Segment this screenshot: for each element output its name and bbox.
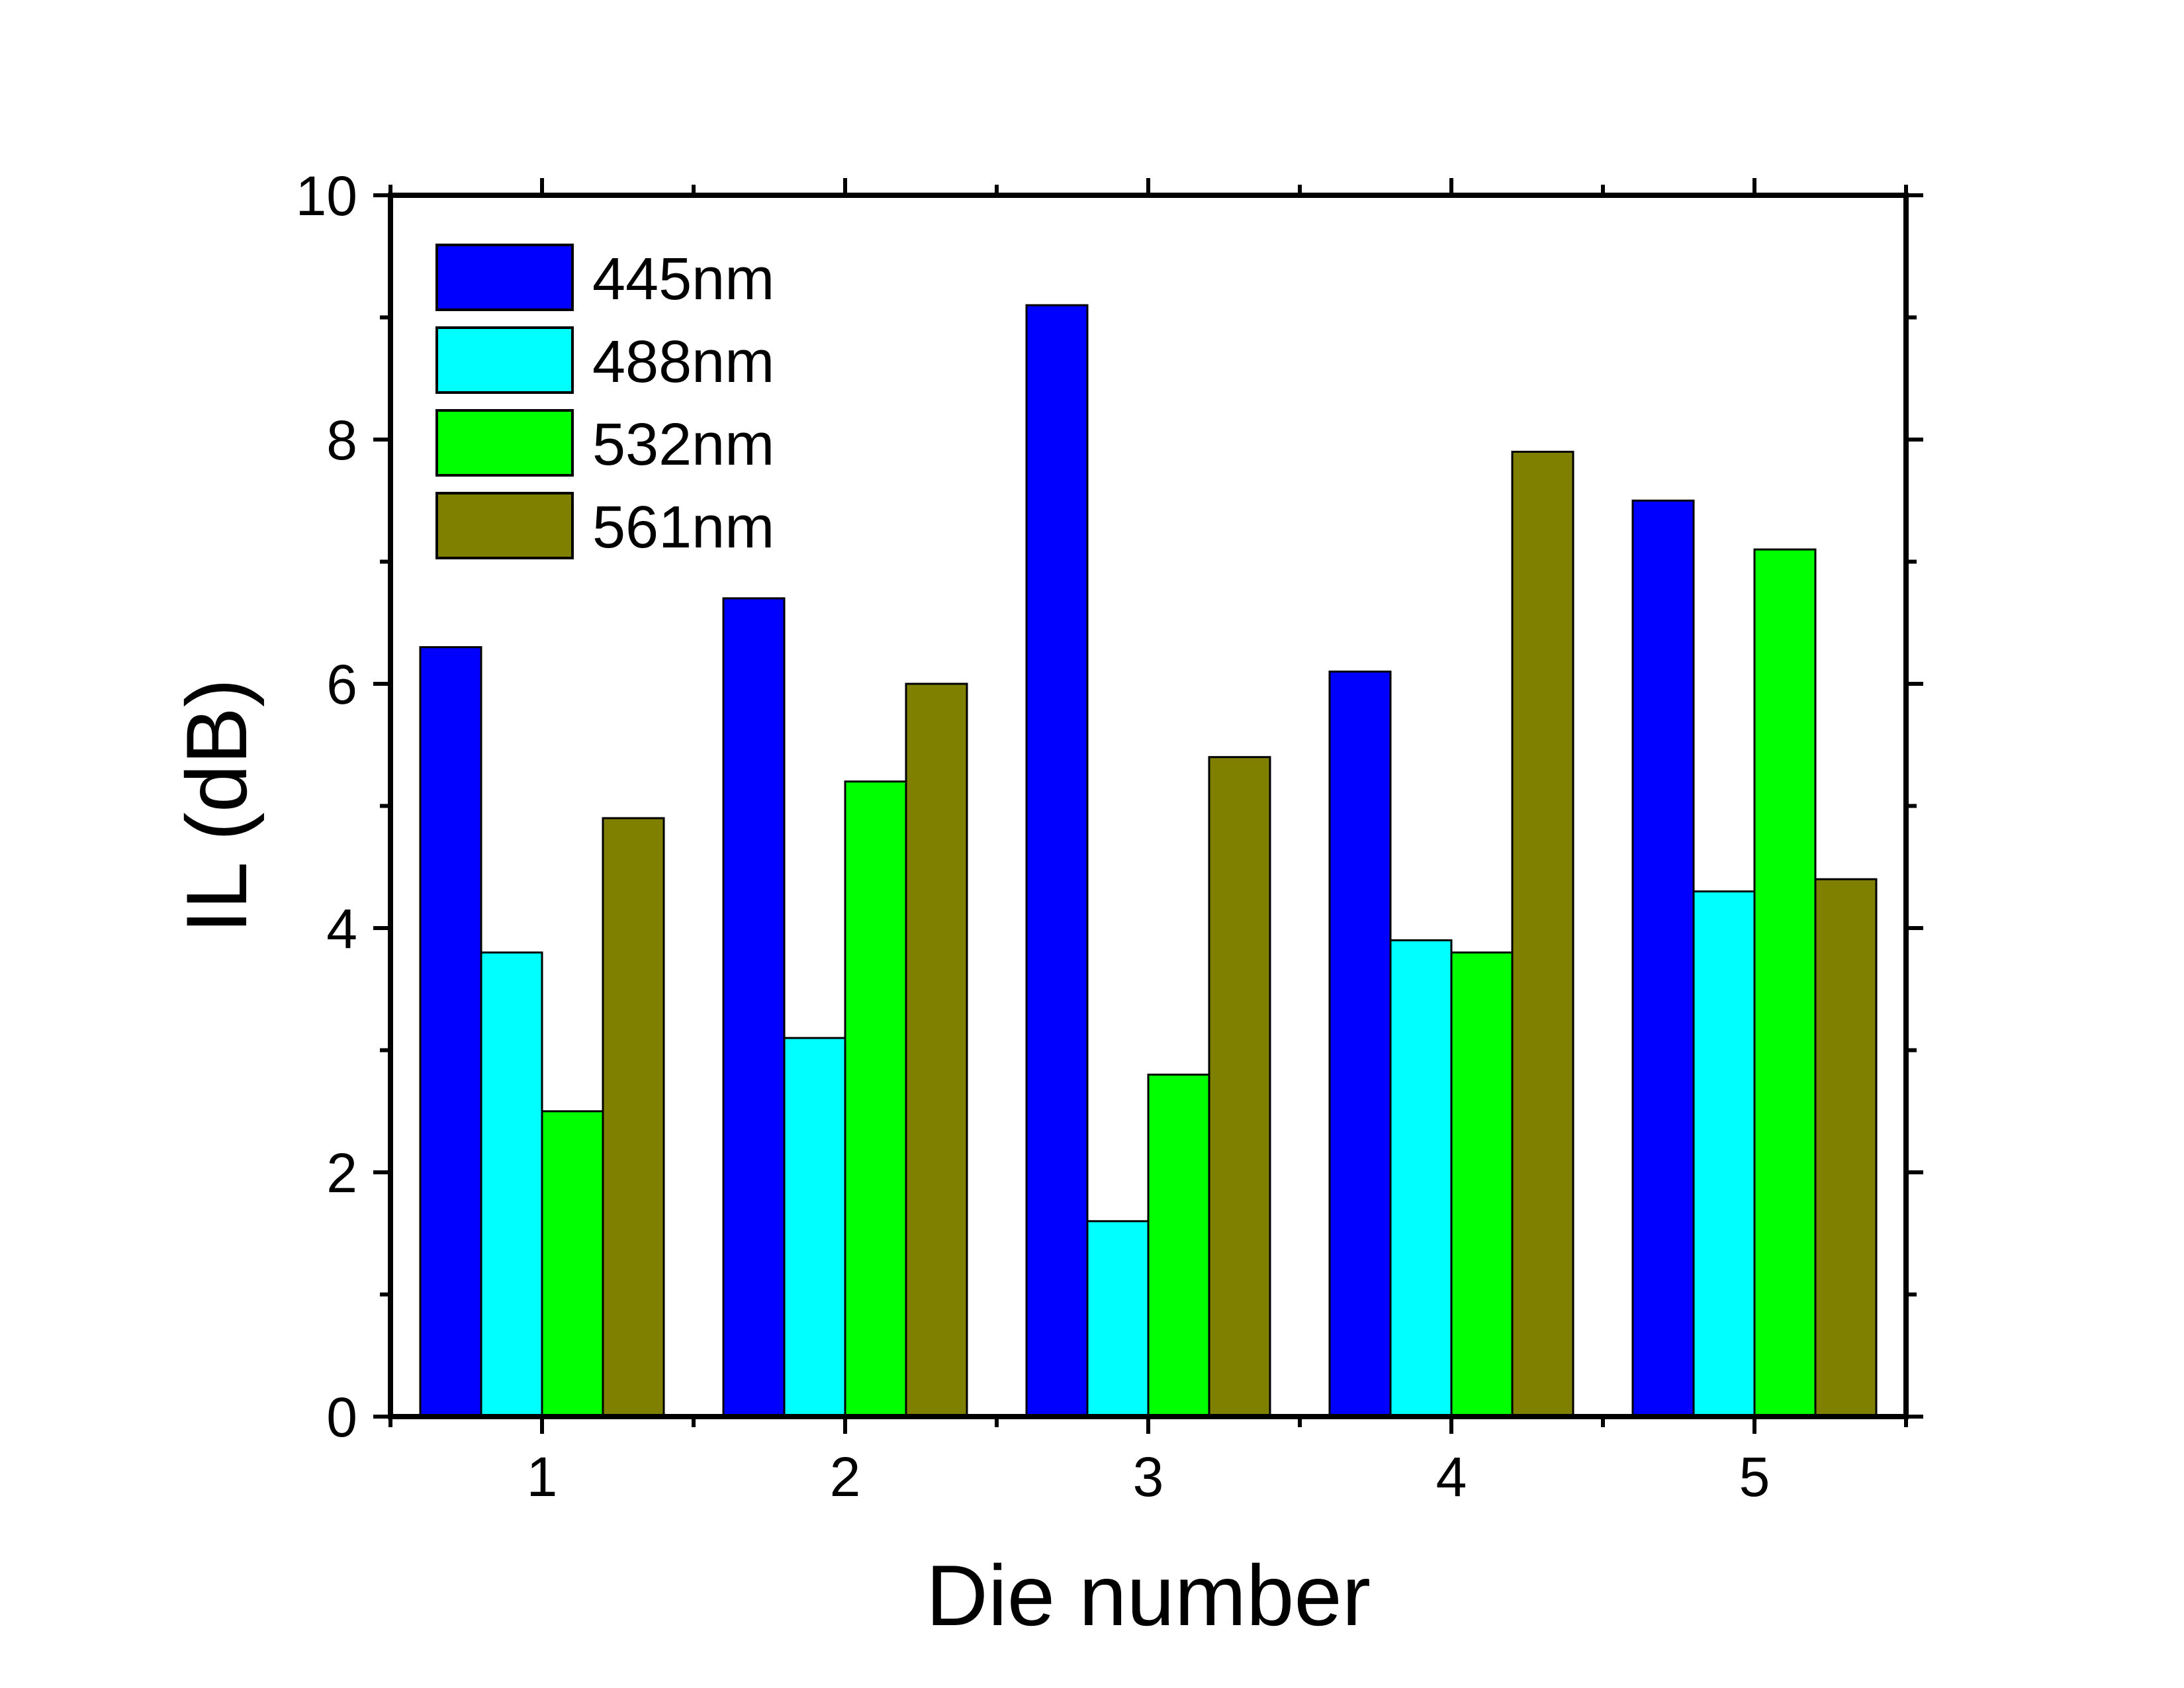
bar-die1-532nm xyxy=(541,1110,604,1418)
x-tick-label: 4 xyxy=(1436,1446,1467,1508)
bar-die1-561nm xyxy=(602,817,665,1418)
legend-label-445nm: 445nm xyxy=(592,246,774,312)
legend-swatch-532nm xyxy=(435,409,574,477)
bars-layer xyxy=(419,304,1878,1418)
y-tick-label: 4 xyxy=(326,898,357,960)
bar-die2-561nm xyxy=(905,682,968,1418)
bar-die5-488nm xyxy=(1692,890,1756,1418)
bar-die5-445nm xyxy=(1631,499,1695,1418)
bar-die3-488nm xyxy=(1086,1220,1150,1418)
y-axis-label: IL (dB) xyxy=(168,679,265,933)
x-tick-label: 1 xyxy=(527,1446,558,1508)
legend-label-561nm: 561nm xyxy=(592,494,774,561)
legend-swatch-561nm xyxy=(435,492,574,559)
y-tick-label: 0 xyxy=(326,1386,357,1448)
x-axis-label: Die number xyxy=(926,1547,1371,1644)
y-tick-label: 10 xyxy=(296,165,357,227)
bar-die2-445nm xyxy=(722,597,786,1418)
bar-die4-561nm xyxy=(1511,450,1574,1418)
x-tick-label: 2 xyxy=(830,1446,861,1508)
bar-die4-532nm xyxy=(1450,951,1514,1418)
bar-die3-532nm xyxy=(1147,1073,1210,1418)
x-tick-label: 3 xyxy=(1133,1446,1164,1508)
bar-die4-445nm xyxy=(1328,671,1392,1418)
y-tick-label: 6 xyxy=(326,653,357,716)
legend-label-532nm: 532nm xyxy=(592,412,774,478)
y-tick-labels: 0 2 4 6 8 10 xyxy=(296,165,357,1448)
bar-die1-445nm xyxy=(419,646,482,1418)
bar-die3-445nm xyxy=(1025,304,1089,1418)
ticks-layer xyxy=(373,178,1923,1434)
bar-die4-488nm xyxy=(1389,939,1453,1418)
legend: 445nm 488nm 532nm 561nm xyxy=(435,244,774,561)
bar-die2-532nm xyxy=(844,780,907,1418)
bar-die5-561nm xyxy=(1814,878,1878,1418)
bar-die2-488nm xyxy=(783,1037,846,1418)
legend-swatch-445nm xyxy=(435,244,574,311)
legend-label-488nm: 488nm xyxy=(592,329,774,395)
bar-die5-532nm xyxy=(1753,548,1817,1418)
x-tick-label: 5 xyxy=(1739,1446,1770,1508)
bar-die1-488nm xyxy=(480,951,543,1418)
legend-swatch-488nm xyxy=(435,326,574,394)
y-tick-label: 2 xyxy=(326,1142,357,1204)
x-tick-labels: 1 2 3 4 5 xyxy=(527,1446,1770,1508)
bar-die3-561nm xyxy=(1208,756,1271,1418)
plot-frame xyxy=(388,193,1909,1419)
y-tick-label: 8 xyxy=(326,409,357,471)
